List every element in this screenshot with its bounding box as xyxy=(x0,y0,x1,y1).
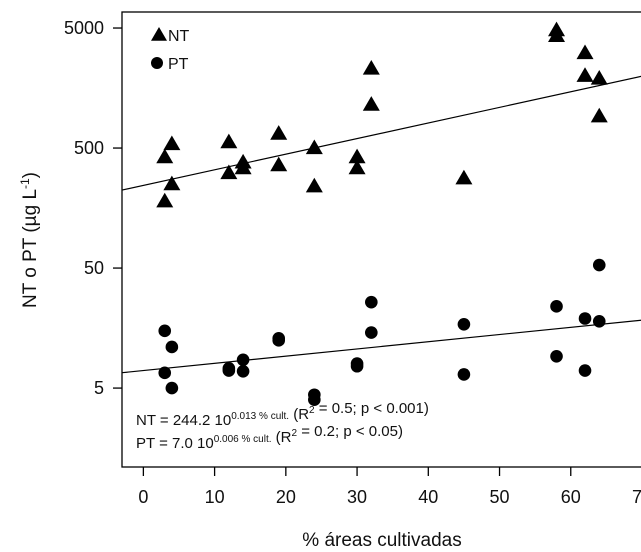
regression-lines xyxy=(121,75,641,374)
pt-point xyxy=(457,368,471,381)
equation-text: (R xyxy=(272,429,292,446)
nt-point xyxy=(234,159,252,175)
equation-superscript: 0.013 % cult. xyxy=(231,411,289,422)
pt-point xyxy=(365,295,378,309)
pt-point xyxy=(457,317,471,331)
nt-point xyxy=(156,192,174,208)
pt-point xyxy=(272,334,286,347)
x-tick-label: 0 xyxy=(138,487,148,507)
plot-frame xyxy=(121,11,641,468)
y-tick-label: 500 xyxy=(74,138,104,158)
pt-point xyxy=(578,364,592,377)
nt-point xyxy=(220,133,238,149)
nt-point xyxy=(305,139,323,155)
y-axis: 5 50 500 5000 xyxy=(64,18,122,398)
equation-nt: NT = 244.2 100.013 % cult. (R2 = 0.5; p … xyxy=(136,400,429,429)
nt-point xyxy=(590,107,608,123)
equation-superscript: 2 xyxy=(309,405,315,416)
legend: NT PT xyxy=(151,27,190,73)
x-tick-label: 30 xyxy=(347,487,367,507)
nt-point xyxy=(576,44,594,60)
nt-point xyxy=(305,177,323,193)
equation-superscript: 0.006 % cult. xyxy=(214,434,272,445)
pt-point xyxy=(165,340,179,354)
pt-point xyxy=(158,366,172,380)
pt-point xyxy=(365,326,378,339)
pt-point xyxy=(222,364,236,377)
nt-point xyxy=(156,148,174,164)
nt-point xyxy=(163,135,181,151)
equation-superscript: 2 xyxy=(292,428,298,439)
equation-text: = 0.5; p < 0.001) xyxy=(315,400,429,417)
equation-text: = 0.2; p < 0.05) xyxy=(297,423,403,440)
nt-point xyxy=(270,156,288,172)
pt-point xyxy=(592,258,606,272)
nt-point xyxy=(455,169,473,185)
pt-point xyxy=(550,300,563,313)
x-axis: 0 10 20 30 40 50 60 70 xyxy=(138,467,641,507)
y-tick-label: 5000 xyxy=(64,18,104,38)
nt-point xyxy=(362,96,380,111)
legend-label-nt: NT xyxy=(168,28,190,45)
pt-point xyxy=(550,349,563,363)
pt-point xyxy=(236,353,250,367)
x-tick-label: 10 xyxy=(205,487,225,507)
pt-point xyxy=(578,312,592,325)
equations: NT = 244.2 100.013 % cult. (R2 = 0.5; p … xyxy=(136,400,429,452)
nt-point xyxy=(590,69,608,85)
x-axis-title: % áreas cultivadas xyxy=(302,530,461,551)
x-tick-label: 20 xyxy=(276,487,296,507)
nt-point xyxy=(348,148,366,164)
nt-point xyxy=(548,27,566,43)
fit-line-nt xyxy=(121,75,641,191)
fit-line-pt xyxy=(121,319,641,374)
nt-point xyxy=(576,67,594,82)
equation-text: NT = 244.2 10 xyxy=(136,412,231,429)
x-tick-label: 40 xyxy=(418,487,438,507)
pt-point xyxy=(236,364,250,378)
nt-point xyxy=(348,159,366,175)
pt-point xyxy=(592,315,606,328)
nt-point xyxy=(220,164,238,180)
nt-point xyxy=(163,175,181,191)
legend-marker-nt xyxy=(151,27,167,41)
legend-marker-pt xyxy=(151,57,163,69)
x-tick-label: 60 xyxy=(561,487,581,507)
y-axis-title-main: NT o PT (µg L xyxy=(20,189,41,308)
x-tick-label: 70 xyxy=(632,487,641,507)
equation-text: (R xyxy=(289,406,309,423)
nt-point xyxy=(270,125,288,140)
equation-text: PT = 7.0 10 xyxy=(136,435,214,452)
nt-point xyxy=(362,60,380,75)
x-tick-label: 50 xyxy=(490,487,510,507)
pt-point xyxy=(165,381,179,395)
y-axis-title: NT o PT (µg L-1) xyxy=(18,172,41,308)
data-points xyxy=(156,21,608,407)
y-axis-title-close: ) xyxy=(20,172,41,178)
y-tick-label: 50 xyxy=(84,258,104,278)
y-tick-label: 5 xyxy=(94,378,104,398)
equation-pt: PT = 7.0 100.006 % cult. (R2 = 0.2; p < … xyxy=(136,423,403,452)
pt-point xyxy=(158,324,172,338)
pt-point xyxy=(350,359,364,373)
pt-point xyxy=(308,393,321,407)
y-axis-title-sup: -1 xyxy=(18,178,32,189)
legend-label-pt: PT xyxy=(168,56,189,73)
